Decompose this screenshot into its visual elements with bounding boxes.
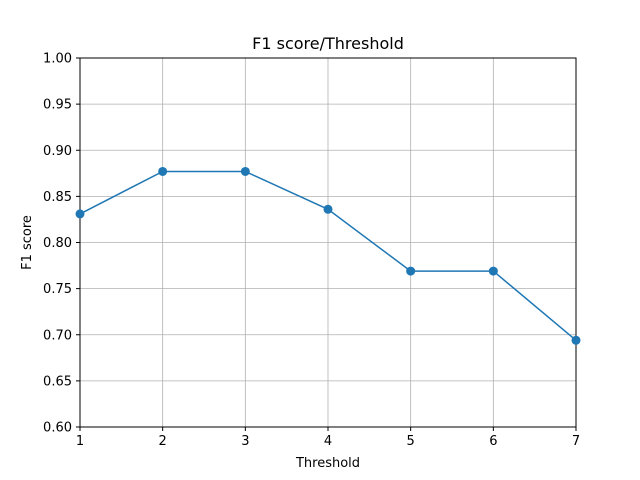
data-point [158,166,168,176]
x-tick-label: 3 [241,434,249,449]
data-point [240,166,250,176]
data-point [571,335,581,345]
y-tick-label: 0.85 [43,190,72,205]
y-tick-label: 1.00 [43,52,72,67]
series [75,166,581,345]
y-tick-label: 0.75 [43,282,72,297]
x-tick-label: 6 [489,434,497,449]
y-tick-label: 0.70 [43,328,72,343]
data-point [323,204,333,214]
ticks: 1 2 3 4 5 6 7 0.60 0.65 0.70 0.75 0.80 0.85 0.90 0.95 1… [43,52,580,450]
chart-title: F1 score/Threshold [252,34,404,53]
x-tick-label: 2 [159,434,167,449]
y-tick-label: 0.80 [43,236,72,251]
data-point [406,266,416,276]
y-tick-label: 0.95 [43,98,72,113]
y-axis-label: F1 score [20,215,35,270]
y-tick-label: 0.60 [43,421,72,436]
data-point [488,266,498,276]
x-axis-label: Threshold [295,456,360,471]
y-tick-label: 0.90 [43,144,72,159]
grid [79,57,577,428]
x-tick-label: 4 [324,434,332,449]
y-tick-label: 0.65 [43,374,72,389]
x-tick-label: 7 [572,434,580,449]
x-tick-label: 1 [76,434,84,449]
data-point [75,209,85,219]
x-tick-label: 5 [407,434,415,449]
